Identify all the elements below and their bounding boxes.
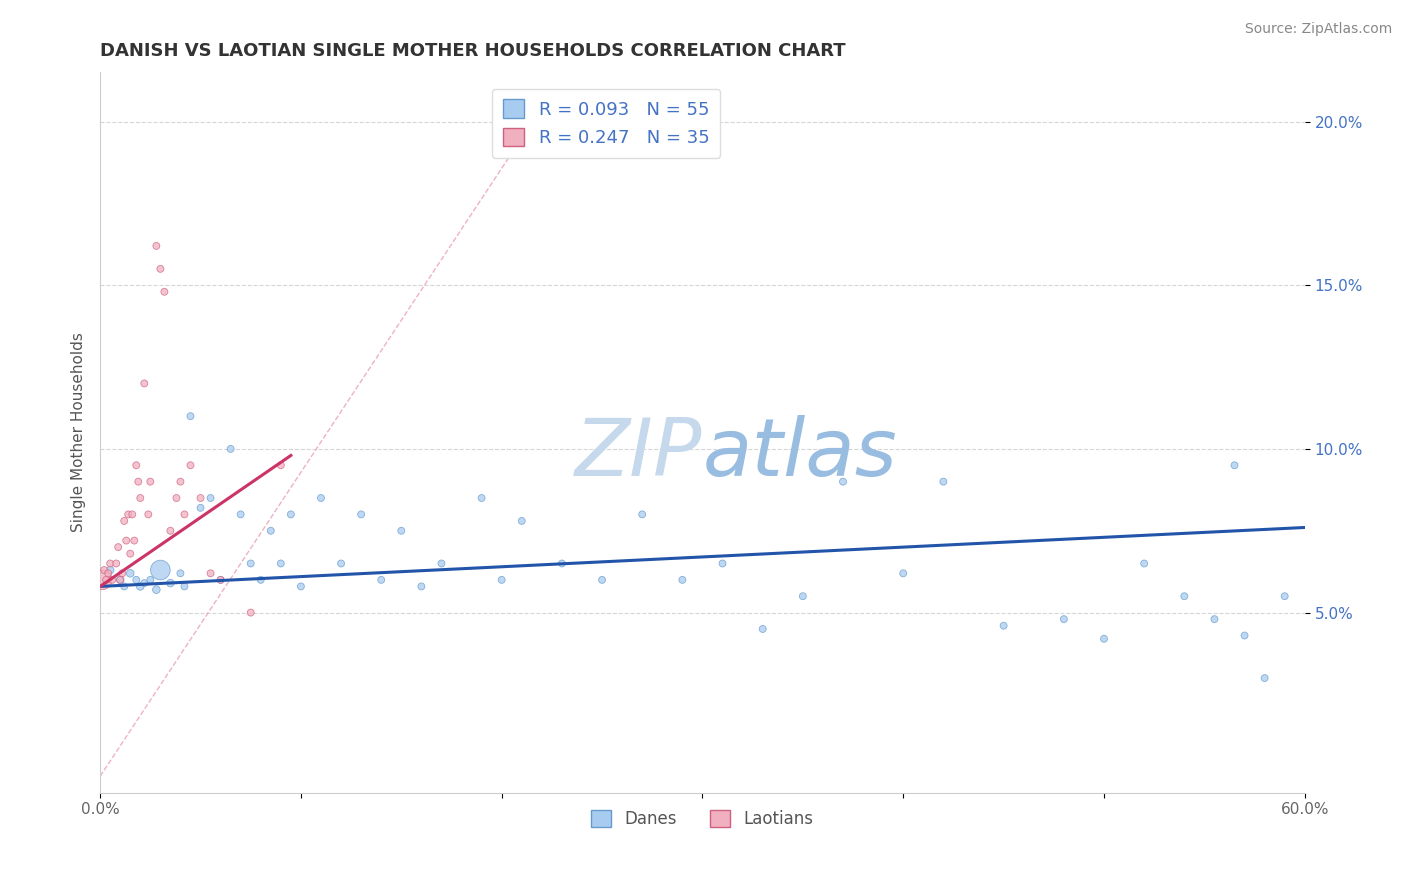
Point (120, 547, 142, 561)
Point (97, 566, 120, 581)
Point (120, 566, 142, 581)
Point (139, 475, 162, 489)
Point (350, 508, 373, 522)
Point (792, 589, 814, 603)
Point (932, 475, 955, 489)
Point (209, 573, 232, 587)
Point (169, 566, 191, 581)
Point (159, 524, 181, 538)
Point (93, 563, 115, 577)
Point (108, 573, 131, 587)
Point (260, 524, 283, 538)
Point (111, 566, 134, 581)
Point (165, 491, 187, 505)
Legend: Danes, Laotians: Danes, Laotians (585, 803, 820, 835)
Point (1253, 671, 1275, 685)
Point (129, 491, 152, 505)
Point (711, 557, 734, 571)
Point (115, 533, 138, 548)
Point (389, 524, 412, 538)
Point (280, 508, 302, 522)
Point (159, 576, 181, 591)
Point (179, 458, 201, 473)
Point (270, 557, 292, 571)
Point (200, 566, 222, 581)
Point (270, 458, 292, 473)
Point (209, 573, 232, 587)
Point (993, 618, 1015, 632)
Point (309, 491, 332, 505)
Point (832, 475, 855, 489)
Point (290, 579, 312, 593)
Point (1053, 612, 1076, 626)
Point (1204, 612, 1226, 626)
Point (169, 475, 191, 489)
Point (117, 508, 139, 522)
Point (239, 606, 262, 620)
Point (491, 573, 513, 587)
Point (145, 239, 167, 253)
Point (239, 557, 262, 571)
Point (200, 491, 222, 505)
Point (229, 508, 252, 522)
Point (149, 563, 172, 577)
Point (631, 508, 654, 522)
Point (105, 557, 128, 571)
Text: DANISH VS LAOTIAN SINGLE MOTHER HOUSEHOLDS CORRELATION CHART: DANISH VS LAOTIAN SINGLE MOTHER HOUSEHOL… (100, 42, 846, 60)
Point (127, 475, 149, 489)
Point (112, 514, 135, 528)
Y-axis label: Single Mother Households: Single Mother Households (72, 333, 86, 533)
Text: ZIP: ZIP (575, 415, 703, 493)
Point (430, 557, 453, 571)
Point (136, 508, 159, 522)
Point (1233, 628, 1256, 642)
Point (125, 458, 148, 473)
Point (471, 491, 494, 505)
Point (1133, 557, 1156, 571)
Text: Source: ZipAtlas.com: Source: ZipAtlas.com (1244, 22, 1392, 37)
Point (1092, 632, 1115, 646)
Point (173, 579, 195, 593)
Point (139, 573, 162, 587)
Point (121, 508, 143, 522)
Point (122, 533, 145, 548)
Point (891, 566, 914, 581)
Point (1173, 589, 1195, 603)
Point (1274, 589, 1296, 603)
Point (134, 576, 156, 591)
Point (551, 557, 574, 571)
Point (101, 573, 124, 587)
Point (190, 491, 212, 505)
Point (149, 261, 172, 276)
Point (112, 579, 135, 593)
Point (1223, 458, 1246, 473)
Point (108, 573, 131, 587)
Point (370, 573, 392, 587)
Point (134, 376, 156, 391)
Point (510, 514, 533, 528)
Point (91, 573, 114, 587)
Point (249, 573, 271, 587)
Point (219, 442, 242, 456)
Point (153, 285, 176, 299)
Point (98, 563, 121, 577)
Text: atlas: atlas (703, 415, 897, 493)
Point (107, 540, 129, 554)
Point (173, 508, 195, 522)
Point (94, 573, 117, 587)
Point (98, 557, 121, 571)
Point (330, 557, 353, 571)
Point (591, 573, 613, 587)
Point (125, 573, 148, 587)
Point (411, 579, 433, 593)
Point (190, 500, 212, 515)
Point (179, 409, 201, 424)
Point (671, 573, 693, 587)
Point (751, 622, 773, 636)
Point (145, 582, 167, 597)
Point (129, 579, 152, 593)
